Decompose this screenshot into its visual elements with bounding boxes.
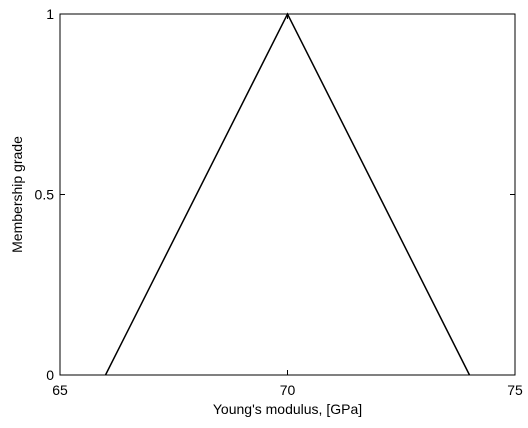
- line: [104, 12, 471, 376]
- y-tick-label: 1: [46, 6, 54, 22]
- x-tick-label: 70: [280, 382, 296, 398]
- y-tick-label: 0: [46, 367, 54, 383]
- x-tick-label: 75: [507, 382, 523, 398]
- x-axis-label: Young's modulus, [GPa]: [213, 401, 362, 417]
- x-tick-label: 65: [52, 382, 68, 398]
- y-tick-label: 0.5: [35, 187, 55, 203]
- y-axis-label: Membership grade: [9, 136, 25, 253]
